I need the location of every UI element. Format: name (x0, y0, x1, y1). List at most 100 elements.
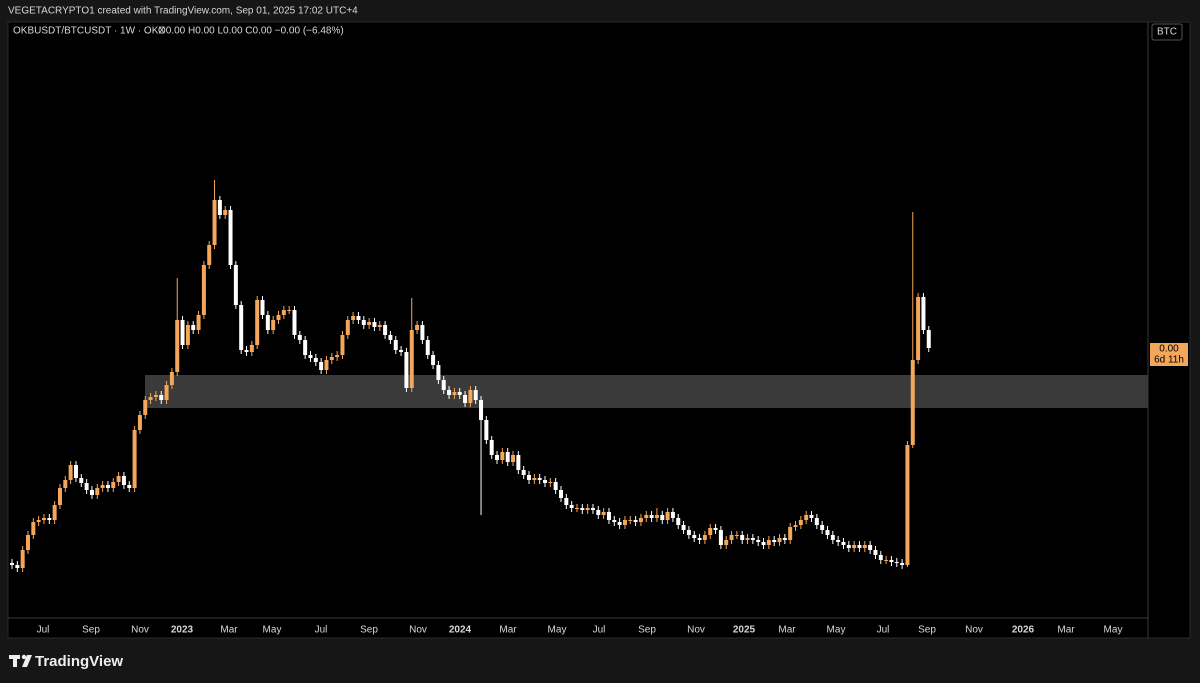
candle-body (612, 520, 617, 522)
candle-body (820, 525, 825, 530)
brand: TradingView (35, 653, 123, 670)
candle-body (479, 400, 484, 420)
candle-body (574, 508, 579, 509)
candle-body (814, 518, 819, 525)
x-tick-label: Jul (877, 625, 890, 636)
candle-body (745, 538, 750, 540)
candle-body (468, 390, 473, 403)
candle-body (201, 265, 206, 315)
x-tick-label: May (263, 625, 282, 636)
candle-body (777, 538, 782, 542)
candle-body (372, 322, 377, 327)
candle-body (793, 525, 798, 527)
candle-body (324, 360, 329, 370)
candle-body (649, 515, 654, 518)
candle-body (313, 358, 318, 362)
candle-body (31, 522, 36, 535)
candle-body (137, 415, 142, 430)
candle-body (527, 475, 532, 480)
candle-body (233, 265, 238, 305)
candle-body (217, 200, 222, 215)
candle-body (287, 310, 292, 311)
candle-body (500, 452, 505, 460)
candle-body (750, 538, 755, 540)
x-tick-label: Nov (687, 625, 705, 636)
candle-body (420, 325, 425, 340)
candle-body (580, 508, 585, 510)
candle-body (105, 485, 110, 488)
x-tick-label: Sep (360, 625, 378, 636)
y-axis-label: BTC (1157, 27, 1177, 38)
candle-body (521, 470, 526, 475)
candle-body (164, 385, 169, 400)
candle-body (798, 520, 803, 525)
candle-body (25, 535, 30, 550)
candle-body (862, 545, 867, 548)
candle-body (926, 330, 931, 348)
x-tick-label: 2023 (171, 625, 194, 636)
candle-body (505, 452, 510, 462)
candle-body (223, 210, 228, 215)
candle-body (441, 380, 446, 390)
x-axis: Jul Sep Nov 2023 Mar May Jul Sep Nov 2024 Mar May Ju… (37, 625, 1123, 636)
candle-body (239, 305, 244, 350)
candle-body (878, 555, 883, 560)
candle-body (772, 540, 777, 542)
candle-body (537, 478, 542, 480)
candle-body (628, 520, 633, 521)
candle-body (335, 355, 340, 357)
candle-body (228, 210, 233, 265)
candle-body (457, 392, 462, 395)
candle-body (660, 515, 665, 520)
candle-body (558, 490, 563, 498)
x-tick-label: Sep (638, 625, 656, 636)
candle-body (868, 545, 873, 550)
candle-body (345, 320, 350, 335)
candle-body (889, 560, 894, 562)
candle-body (153, 395, 158, 397)
candle-body (63, 480, 68, 488)
candle-body (340, 335, 345, 355)
candle-body (95, 488, 100, 495)
candle-body (447, 390, 452, 395)
candle-body (319, 362, 324, 370)
price-tag (1150, 343, 1188, 366)
candle-body (606, 512, 611, 520)
candle-body (825, 530, 830, 535)
candle-body (900, 563, 905, 565)
candle-body (622, 520, 627, 525)
candle-body (393, 340, 398, 350)
candle-body (590, 508, 595, 510)
candle-body (260, 300, 265, 315)
candle-body (191, 325, 196, 330)
x-tick-label: Jul (315, 625, 328, 636)
candle-body (804, 515, 809, 520)
candle-body (281, 310, 286, 315)
candle-body (761, 542, 766, 545)
candle-body (116, 476, 121, 482)
candle-body (431, 355, 436, 365)
candle-body (857, 545, 862, 548)
candle-body (249, 345, 254, 352)
candle-body (425, 340, 430, 355)
candle-body (121, 476, 126, 485)
candle-body (921, 297, 926, 330)
candle-body (244, 350, 249, 352)
candle-body (713, 528, 718, 530)
candle-body (702, 535, 707, 540)
x-tick-label: May (548, 625, 567, 636)
x-tick-label: Nov (965, 625, 983, 636)
last-price: 0.00 (1159, 344, 1179, 355)
candle-body (132, 430, 137, 488)
candle-body (68, 465, 73, 480)
x-tick-label: Nov (131, 625, 149, 636)
candle-body (271, 320, 276, 330)
x-tick-label: 2026 (1012, 625, 1035, 636)
candle-body (670, 512, 675, 518)
candle-body (724, 540, 729, 545)
candle-body (436, 365, 441, 380)
candle-body (532, 478, 537, 480)
candle-body (910, 360, 915, 445)
candle-body (207, 245, 212, 265)
